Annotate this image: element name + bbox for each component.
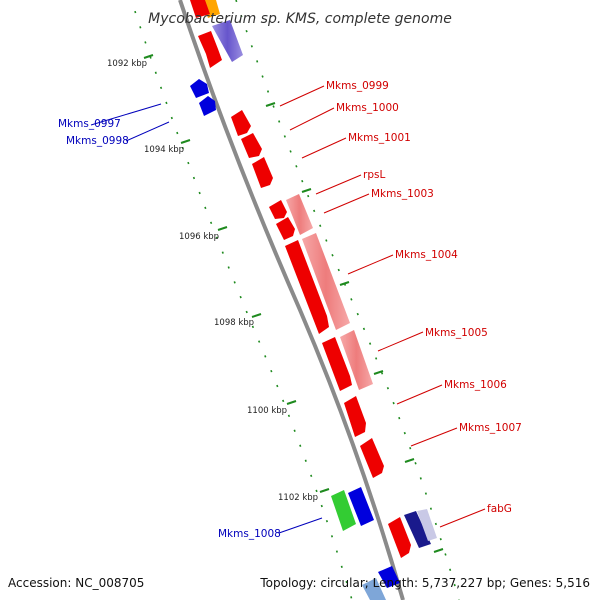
kbp-label: 1098 kbp <box>214 318 254 328</box>
accession-text: Accession: NC_008705 <box>8 576 144 590</box>
kbp-tick <box>143 54 154 59</box>
cds-fabg-partner-light[interactable] <box>417 509 437 541</box>
cds-mkms-0998[interactable] <box>199 96 216 116</box>
gene-label-mkms-1001[interactable]: Mkms_1001 <box>348 132 411 144</box>
gene-label-mkms-1006[interactable]: Mkms_1006 <box>444 379 507 391</box>
leader-line <box>289 107 335 131</box>
leader-line <box>396 384 443 405</box>
gene-label-mkms-1003[interactable]: Mkms_1003 <box>371 188 434 200</box>
cds-mkms-1005[interactable] <box>322 337 352 391</box>
leader-line <box>315 174 362 195</box>
cds-top-red[interactable] <box>190 0 210 18</box>
gene-label-fabg[interactable]: fabG <box>487 503 512 515</box>
cds-mkms-1007[interactable] <box>360 438 384 478</box>
cds-fabg[interactable] <box>388 517 411 558</box>
kbp-tick <box>251 313 262 318</box>
cds-mkms-1006[interactable] <box>344 396 366 437</box>
kbp-tick <box>301 188 312 193</box>
rna-feature[interactable] <box>286 194 313 235</box>
cds-mkms-1008-blue[interactable] <box>348 487 374 526</box>
cds-mkms-0997[interactable] <box>190 79 209 98</box>
leader-line <box>278 517 323 534</box>
genome-backbone <box>178 0 405 600</box>
kbp-label: 1094 kbp <box>144 145 184 155</box>
cds-bottom-blue[interactable] <box>378 566 400 588</box>
cds-fabg-partner[interactable] <box>404 511 431 548</box>
gene-label-mkms-1004[interactable]: Mkms_1004 <box>395 249 458 261</box>
leader-line <box>439 508 486 528</box>
leader-line <box>90 103 162 126</box>
kbp-tick <box>217 226 228 231</box>
cds-mkms-1001[interactable] <box>252 157 273 188</box>
gene-label-mkms-0998[interactable]: Mkms_0998 <box>66 135 129 147</box>
kbp-label: 1100 kbp <box>247 406 287 416</box>
gene-label-rpsl[interactable]: rpsL <box>363 169 385 181</box>
kbp-tick <box>433 548 444 553</box>
leader-line <box>301 137 347 159</box>
genome-summary-text: Topology: circular; Length: 5,737,227 bp… <box>259 576 590 590</box>
map-title: Mycobacterium sp. KMS, complete genome <box>148 11 452 27</box>
cds-rpsl[interactable] <box>269 200 287 219</box>
kbp-tick <box>404 458 415 463</box>
kbp-label: 1092 kbp <box>107 59 147 69</box>
gene-label-mkms-1005[interactable]: Mkms_1005 <box>425 327 488 339</box>
leader-line <box>347 254 394 275</box>
leader-line <box>323 193 370 214</box>
cds-bottom-lightblue[interactable] <box>362 578 386 600</box>
cds-mkms-0999[interactable] <box>231 110 251 136</box>
cds-mkms-1003[interactable] <box>276 217 295 240</box>
kbp-tick <box>265 102 276 107</box>
kbp-tick <box>319 488 330 493</box>
kbp-tick <box>339 281 350 286</box>
rna-feature[interactable] <box>340 330 373 390</box>
kbp-label: 1102 kbp <box>278 493 318 503</box>
cds-top-red-2[interactable] <box>198 31 222 68</box>
cds-mkms-1004[interactable] <box>285 240 329 334</box>
gene-label-mkms-1007[interactable]: Mkms_1007 <box>459 422 522 434</box>
gene-label-mkms-0997[interactable]: Mkms_0997 <box>58 118 121 130</box>
kbp-tick <box>180 139 191 144</box>
gene-label-mkms-1008[interactable]: Mkms_1008 <box>218 528 281 540</box>
leader-line <box>410 427 458 447</box>
leader-line <box>125 121 170 142</box>
gene-label-mkms-1000[interactable]: Mkms_1000 <box>336 102 399 114</box>
kbp-tick <box>286 400 297 405</box>
gene-label-mkms-0999[interactable]: Mkms_0999 <box>326 80 389 92</box>
leader-line <box>279 85 325 107</box>
cds-top-purple[interactable] <box>212 20 243 62</box>
leader-line <box>377 331 424 352</box>
rna-feature[interactable] <box>302 233 350 330</box>
cds-mkms-1008-green[interactable] <box>331 490 356 531</box>
cds-mkms-1000[interactable] <box>241 133 262 158</box>
kbp-tick <box>373 370 384 375</box>
kbp-label: 1096 kbp <box>179 232 219 242</box>
